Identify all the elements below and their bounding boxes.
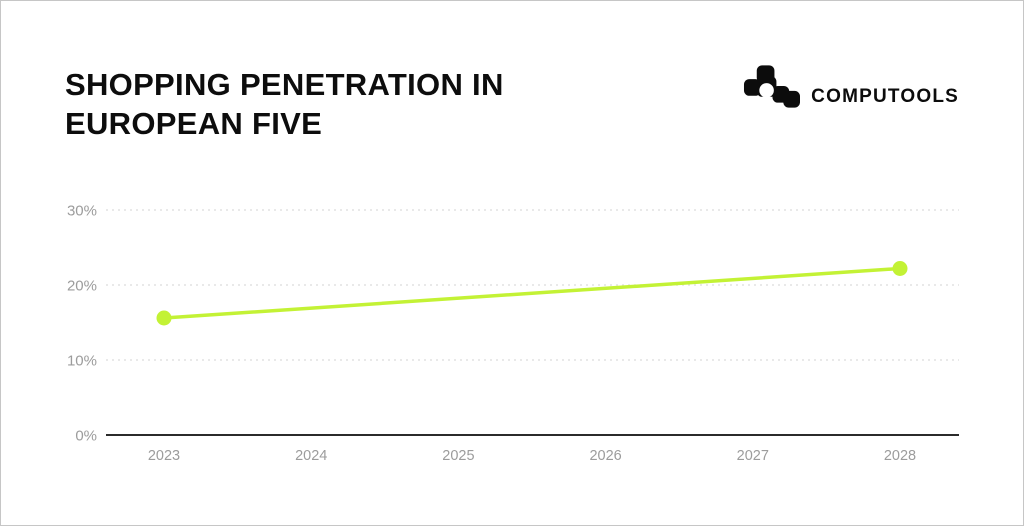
chart-title: SHOPPING PENETRATION IN EUROPEAN FIVE	[65, 67, 504, 141]
brand-name: COMPUTOOLS	[811, 86, 959, 107]
x-tick-label: 2026	[589, 448, 621, 464]
y-tick-label: 0%	[75, 428, 97, 445]
y-tick-label: 30%	[67, 203, 97, 220]
computools-logo-icon	[744, 65, 801, 108]
y-tick-label: 20%	[67, 278, 97, 295]
brand-logo: COMPUTOOLS	[743, 59, 959, 109]
x-tick-label: 2023	[148, 448, 180, 464]
series-line-shopping-penetration	[162, 266, 902, 320]
x-tick-label: 2028	[884, 448, 916, 464]
x-tick-label: 2025	[442, 448, 474, 464]
data-point-2023	[156, 310, 172, 326]
y-tick-label: 10%	[67, 353, 97, 370]
data-point-2028	[892, 261, 908, 276]
x-tick-label: 2024	[295, 448, 327, 464]
x-tick-label: 2027	[737, 448, 769, 464]
